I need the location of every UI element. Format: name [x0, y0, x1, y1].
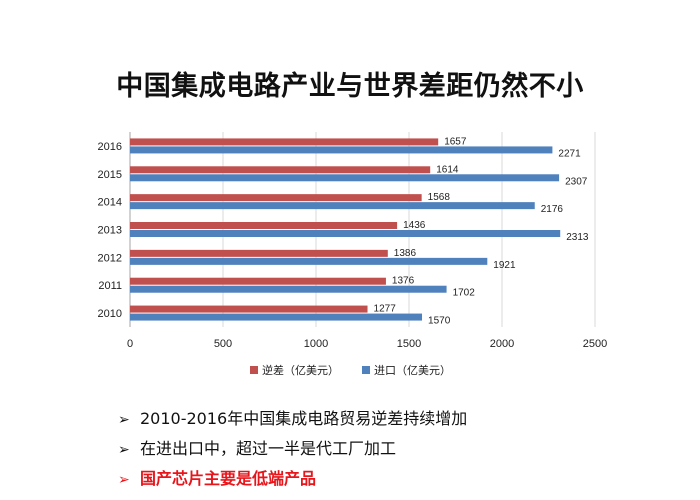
bar	[130, 166, 431, 174]
bullet-item-3: ➢ 国产芯片主要是低端产品	[118, 464, 467, 494]
legend-swatch	[362, 366, 370, 374]
bar	[130, 222, 398, 229]
y-tick-label: 2010	[98, 308, 122, 320]
data-label: 1568	[428, 192, 451, 203]
x-tick-label: 1000	[304, 338, 328, 350]
bar	[130, 202, 535, 210]
data-label: 1386	[394, 248, 417, 259]
data-label: 2176	[541, 204, 564, 215]
bullet-list: ➢ 2010-2016年中国集成电路贸易逆差持续增加 ➢ 在进出口中，超过一半是代工…	[118, 404, 467, 494]
x-tick-label: 500	[214, 338, 232, 350]
data-label: 2307	[565, 176, 588, 187]
y-tick-label: 2013	[98, 225, 122, 237]
data-label: 2271	[558, 148, 581, 159]
x-tick-label: 0	[127, 338, 133, 350]
y-tick-label: 2012	[98, 252, 122, 264]
legend-swatch	[250, 366, 258, 374]
arrow-icon: ➢	[118, 472, 130, 488]
bar	[130, 313, 423, 321]
bullet-item-2: ➢ 在进出口中，超过一半是代工厂加工	[118, 434, 467, 464]
bullet-item-1: ➢ 2010-2016年中国集成电路贸易逆差持续增加	[118, 404, 467, 434]
data-label: 1657	[444, 136, 467, 147]
arrow-icon: ➢	[118, 412, 130, 428]
bullet-text: 在进出口中，超过一半是代工厂加工	[140, 439, 397, 458]
data-label: 1436	[403, 220, 426, 231]
bar	[130, 138, 439, 146]
bar	[130, 194, 422, 202]
legend-label: 进口（亿美元）	[374, 364, 451, 377]
bar	[130, 174, 560, 182]
bar	[130, 230, 561, 237]
data-label: 1376	[392, 276, 415, 287]
bar	[130, 277, 386, 285]
y-tick-label: 2015	[98, 169, 122, 181]
bar	[130, 285, 447, 293]
y-tick-label: 2011	[98, 280, 122, 292]
x-tick-label: 2000	[490, 338, 514, 350]
data-label: 1921	[493, 260, 516, 271]
y-tick-label: 2014	[98, 197, 122, 209]
bar	[130, 146, 553, 154]
x-tick-label: 2500	[583, 338, 607, 350]
arrow-icon: ➢	[118, 442, 130, 458]
data-label: 1570	[428, 316, 451, 327]
data-label: 1277	[374, 304, 397, 315]
legend-label: 逆差（亿美元）	[262, 363, 339, 377]
data-label: 2313	[566, 232, 589, 243]
bar-chart: 0 500 1000 1500 2000 2500 2016 1657 2271 2015 1614…	[98, 132, 607, 377]
bar	[130, 305, 368, 313]
bullet-text: 2010-2016年中国集成电路贸易逆差持续增加	[140, 409, 468, 428]
bar	[130, 257, 488, 265]
page-title: 中国集成电路产业与世界差距仍然不小	[116, 71, 584, 102]
x-tick-label: 1500	[397, 338, 421, 350]
y-tick-label: 2016	[98, 141, 122, 153]
data-label: 1614	[436, 164, 459, 175]
bar	[130, 249, 388, 257]
data-label: 1702	[453, 288, 476, 299]
bullet-text: 国产芯片主要是低端产品	[140, 469, 317, 488]
